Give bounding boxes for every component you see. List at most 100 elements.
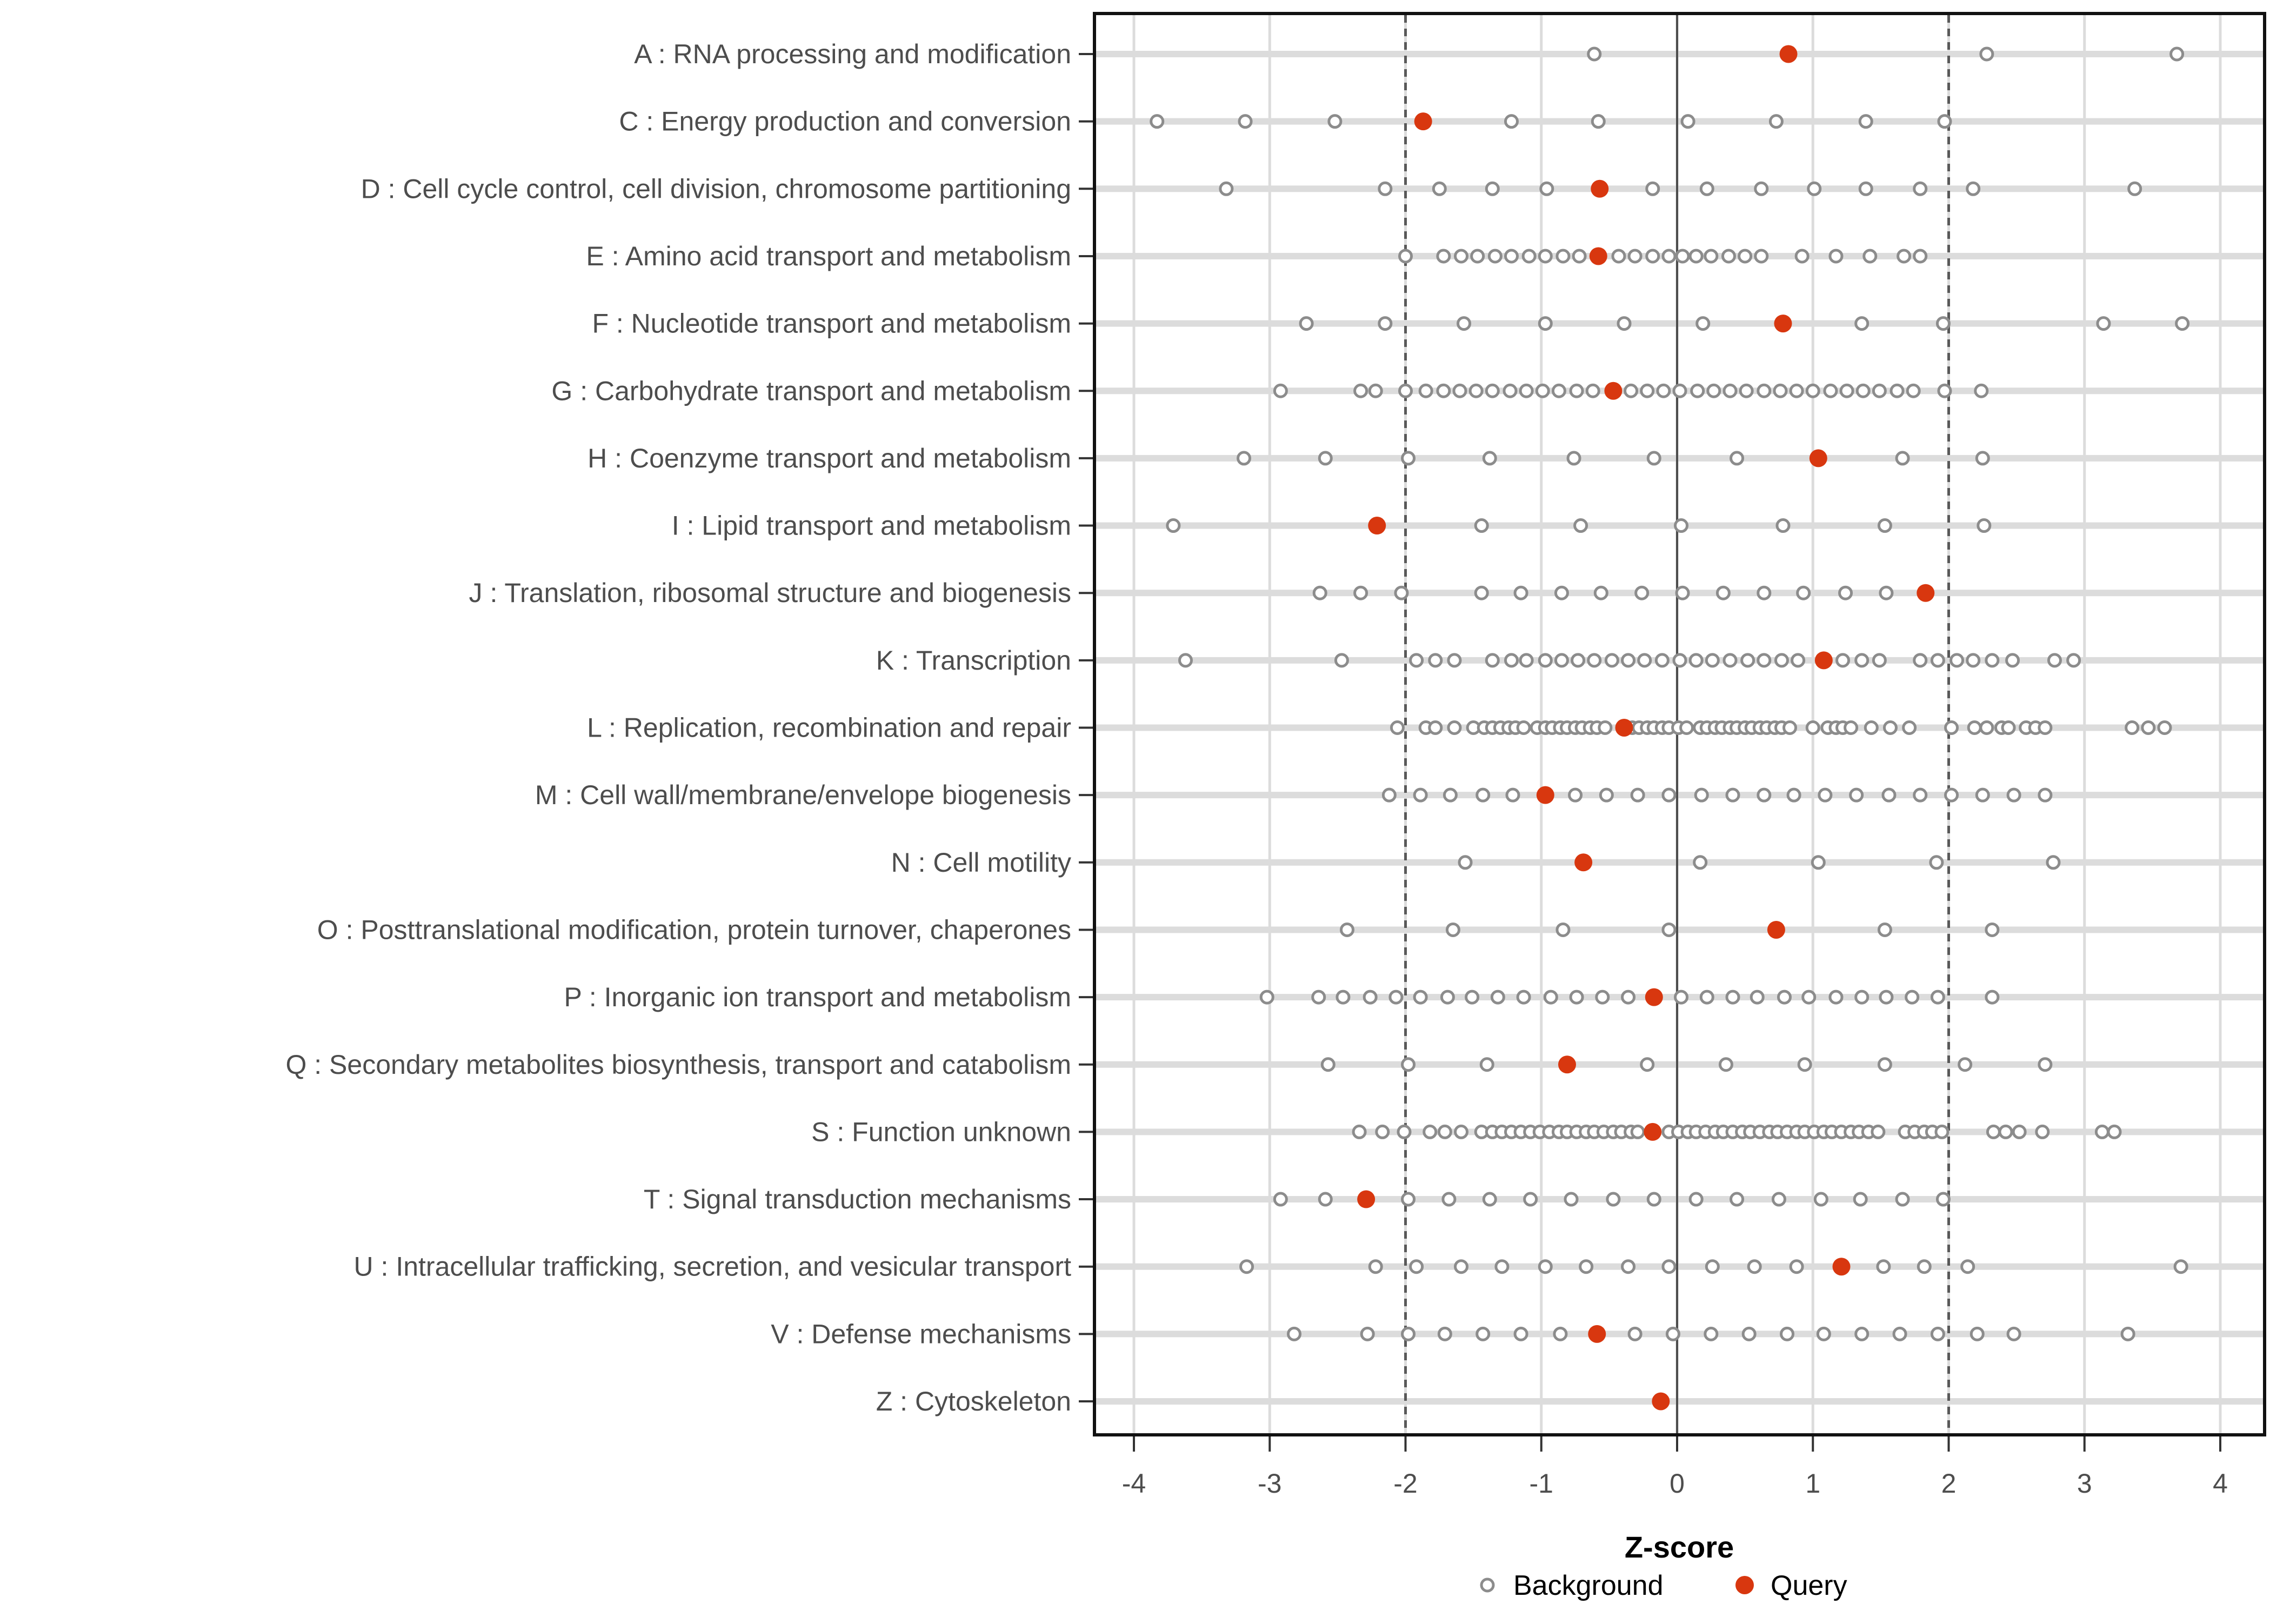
background-point (1892, 1326, 1907, 1341)
background-point (1436, 383, 1451, 398)
background-point (1872, 653, 1887, 668)
background-point (2175, 316, 2190, 331)
category-row (1166, 517, 1992, 535)
background-point (1796, 585, 1811, 600)
background-point (1871, 1124, 1886, 1139)
background-point (1428, 653, 1443, 668)
background-point (1587, 653, 1602, 668)
background-point (1979, 46, 1994, 62)
background-point (1688, 249, 1704, 264)
background-point (1849, 787, 1864, 803)
background-point (1966, 653, 1981, 668)
background-point (1730, 451, 1745, 466)
row-stripe (1096, 1061, 2263, 1068)
background-point (1273, 1192, 1288, 1207)
category-row (1390, 719, 2172, 737)
category-label: F : Nucleotide transport and metabolism (592, 309, 1071, 339)
data-points-layer (1150, 45, 2190, 1411)
query-point (1591, 179, 1609, 198)
background-point (1738, 249, 1753, 264)
background-point (2038, 720, 2053, 735)
category-row (1150, 112, 1952, 131)
background-point (1985, 990, 2000, 1005)
category-label: Q : Secondary metabolites biosynthesis, … (285, 1050, 1071, 1080)
background-point (2173, 1259, 2188, 1274)
background-point (1398, 249, 1413, 264)
background-point (1621, 653, 1636, 668)
background-point (2006, 1326, 2021, 1341)
background-point (2047, 653, 2062, 668)
background-point (1336, 990, 1351, 1005)
background-point (1312, 585, 1327, 600)
background-point (1630, 787, 1645, 803)
background-point (1311, 990, 1326, 1005)
background-point (1913, 653, 1928, 668)
background-point (1754, 249, 1769, 264)
background-point (1474, 585, 1489, 600)
background-point (1757, 653, 1772, 668)
category-labels-layer: A : RNA processing and modification C : E… (285, 39, 1071, 1416)
background-point (1539, 181, 1554, 196)
x-tick-label: 2 (1941, 1468, 1957, 1499)
background-point (1694, 787, 1709, 803)
category-row (1320, 1055, 2053, 1074)
background-point (1654, 653, 1670, 668)
background-point (1661, 249, 1677, 264)
x-axis-title: Z-score (1625, 1530, 1734, 1564)
background-point (1944, 720, 1959, 735)
background-point (1485, 653, 1500, 668)
background-point (1864, 720, 1879, 735)
row-stripe (1096, 1263, 2263, 1270)
background-point (1699, 181, 1714, 196)
category-label: A : RNA processing and modification (634, 39, 1071, 69)
background-point (1604, 653, 1619, 668)
background-point (1695, 316, 1711, 331)
category-label: P : Inorganic ion transport and metaboli… (564, 982, 1071, 1012)
background-point (1741, 1326, 1757, 1341)
background-point (1572, 249, 1587, 264)
background-point (1890, 383, 1905, 398)
row-stripe (1096, 455, 2263, 462)
category-label: Z : Cytoskeleton (876, 1386, 1071, 1416)
background-point (1974, 383, 1989, 398)
x-tick-label: -3 (1258, 1468, 1281, 1499)
background-point (1854, 653, 1870, 668)
background-point (1680, 114, 1695, 129)
background-point (1441, 1192, 1457, 1207)
background-point (1571, 653, 1586, 668)
background-point (1447, 653, 1462, 668)
background-point (1958, 1057, 1973, 1072)
background-point (1630, 1124, 1645, 1139)
background-point (2094, 1124, 2109, 1139)
background-point (1519, 383, 1534, 398)
background-point (1339, 922, 1354, 937)
background-point (1835, 653, 1851, 668)
background-point (1555, 922, 1571, 937)
background-point (1876, 1259, 1891, 1274)
background-point (2006, 787, 2021, 803)
background-point (1378, 316, 1393, 331)
background-point (1599, 787, 1614, 803)
background-point (1757, 585, 1772, 600)
background-point (1975, 451, 1990, 466)
background-point (1730, 1192, 1745, 1207)
query-point (1774, 315, 1792, 333)
category-row (1299, 315, 2190, 333)
background-point (1555, 249, 1571, 264)
background-point (1969, 1326, 1985, 1341)
background-point (1828, 249, 1844, 264)
background-point (1704, 249, 1719, 264)
category-label: U : Intracellular trafficking, secretion… (354, 1252, 1072, 1282)
background-point (1454, 1124, 1469, 1139)
background-point (1905, 990, 1920, 1005)
background-point (1573, 518, 1588, 533)
row-stripe (1096, 320, 2263, 327)
legend: Background Query (1480, 1570, 1847, 1601)
background-point (2169, 46, 2185, 62)
background-point (1705, 653, 1720, 668)
background-point (1828, 990, 1844, 1005)
x-tick-label: 4 (2213, 1468, 2228, 1499)
x-tick-label: 1 (1805, 1468, 1820, 1499)
background-point (1543, 990, 1558, 1005)
background-point (1786, 787, 1801, 803)
